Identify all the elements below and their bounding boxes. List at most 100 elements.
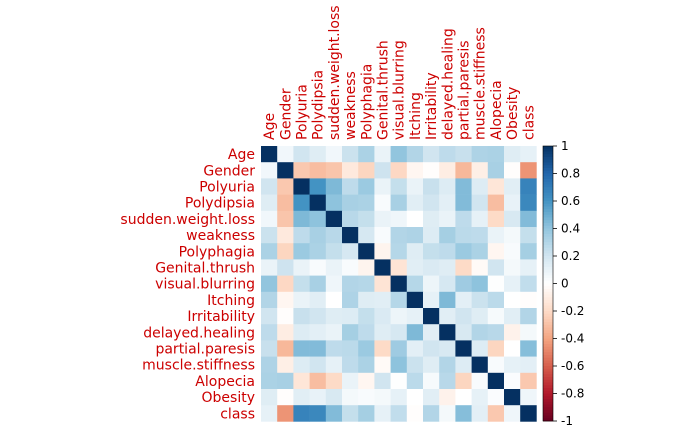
colorbar-segment (543, 341, 553, 345)
heatmap-cell-4-8 (390, 210, 408, 228)
heatmap-cell-1-6 (358, 162, 375, 179)
heatmap-cell-8-6 (358, 275, 375, 293)
heatmap-cell-8-16 (520, 275, 537, 293)
colorbar-segment (543, 256, 553, 260)
colorbar-segment (543, 291, 553, 295)
heatmap-cell-1-0 (261, 162, 278, 179)
heatmap-cell-4-12 (455, 210, 472, 228)
heatmap-cell-6-10 (423, 243, 440, 260)
colorbar-segment (543, 206, 553, 210)
heatmap-cell-10-15 (504, 308, 521, 325)
colorbar-segment (543, 250, 553, 254)
colorbar-segment (543, 311, 553, 315)
colorbar-segment (543, 253, 553, 257)
heatmap-cell-1-1 (277, 162, 294, 179)
column-labels: Age Gender Polyuria Polydipsia sudden.weight… (262, 5, 537, 140)
heatmap-cell-9-12 (455, 291, 472, 309)
heatmap-cell-4-2 (293, 210, 310, 228)
heatmap-cell-5-14 (487, 227, 505, 244)
heatmap-cell-5-11 (439, 227, 456, 244)
colorbar-segment (543, 275, 553, 279)
heatmap-cell-1-10 (423, 162, 440, 179)
column-label: Itching (408, 92, 424, 140)
heatmap-cell-5-16 (520, 227, 537, 244)
colorbar-segment (543, 344, 553, 348)
heatmap-cell-13-2 (293, 356, 310, 374)
heatmap-cell-5-7 (374, 227, 391, 244)
colorbar-tick-label: 0.2 (561, 249, 580, 263)
heatmap-cell-8-11 (439, 275, 456, 293)
heatmap-cell-15-9 (406, 389, 424, 406)
heatmap-cell-6-14 (487, 243, 505, 260)
colorbar-segment (543, 223, 553, 227)
heatmap-cell-4-10 (423, 210, 440, 228)
heatmap-cell-12-6 (358, 340, 375, 357)
colorbar-segment (543, 212, 553, 216)
colorbar-segment (543, 327, 553, 331)
heatmap-cell-3-11 (439, 194, 456, 212)
row-label: Alopecia (195, 374, 255, 390)
colorbar-segment (543, 192, 553, 196)
column-label: weakness (343, 71, 359, 140)
colorbar-segment (543, 239, 553, 243)
colorbar-segment (543, 269, 553, 273)
colorbar-segment (543, 278, 553, 282)
heatmap-cell-10-9 (406, 308, 424, 325)
heatmap-cell-13-10 (423, 356, 440, 374)
colorbar-segment (543, 272, 553, 276)
heatmap-cell-5-0 (261, 227, 278, 244)
colorbar-tick-label: 0.6 (561, 194, 580, 208)
heatmap-cell-5-2 (293, 227, 310, 244)
heatmap-cell-13-9 (406, 356, 424, 374)
colorbar-segment (543, 162, 553, 166)
heatmap-cell-0-0 (261, 146, 278, 163)
heatmap-cell-3-15 (504, 194, 521, 212)
heatmap-cell-10-7 (374, 308, 391, 325)
heatmap-cell-7-13 (471, 259, 489, 276)
heatmap-cell-6-4 (325, 243, 343, 260)
heatmap-cell-7-5 (342, 259, 359, 276)
heatmap-cell-5-10 (423, 227, 440, 244)
heatmap-cell-0-16 (520, 146, 537, 163)
heatmap-cell-10-12 (455, 308, 472, 325)
colorbar-tick-label: 1 (561, 139, 569, 153)
heatmap-cell-4-11 (439, 210, 456, 228)
heatmap-cell-11-6 (358, 324, 375, 341)
heatmap-cell-8-12 (455, 275, 472, 293)
heatmap-cell-2-9 (406, 178, 424, 195)
heatmap-cell-13-6 (358, 356, 375, 374)
heatmap-cell-0-2 (293, 146, 310, 163)
colorbar-segment (543, 349, 553, 353)
heatmap-cell-1-3 (309, 162, 327, 179)
colorbar-segment (543, 286, 553, 290)
heatmap-cell-13-13 (471, 356, 489, 374)
heatmap-cell-6-2 (293, 243, 310, 260)
colorbar-segment (543, 322, 553, 326)
heatmap-cell-7-8 (390, 259, 408, 276)
heatmap-cell-15-8 (390, 389, 408, 406)
heatmap-cells (261, 146, 537, 422)
heatmap-cell-5-13 (471, 227, 489, 244)
heatmap-cell-9-0 (261, 291, 278, 309)
column-label: Irritability (424, 72, 440, 140)
heatmap-cell-13-12 (455, 356, 472, 374)
column-label: Genital.thrush (376, 40, 392, 140)
colorbar-segment (543, 316, 553, 320)
heatmap-cell-9-4 (325, 291, 343, 309)
heatmap-cell-3-16 (520, 194, 537, 212)
colorbar-tick-label: -1 (561, 414, 573, 428)
colorbar-segment (543, 368, 553, 372)
heatmap-cell-9-2 (293, 291, 310, 309)
heatmap-cell-16-6 (358, 405, 375, 422)
heatmap-cell-2-4 (325, 178, 343, 195)
heatmap-cell-7-9 (406, 259, 424, 276)
heatmap-cell-7-4 (325, 259, 343, 276)
heatmap-cell-11-1 (277, 324, 294, 341)
heatmap-cell-15-10 (423, 389, 440, 406)
row-label: Irritability (187, 309, 255, 325)
colorbar-segment (543, 410, 553, 414)
heatmap-cell-10-10 (423, 308, 440, 325)
colorbar-segment (543, 181, 553, 185)
heatmap-cell-10-13 (471, 308, 489, 325)
heatmap-cell-15-14 (487, 389, 505, 406)
